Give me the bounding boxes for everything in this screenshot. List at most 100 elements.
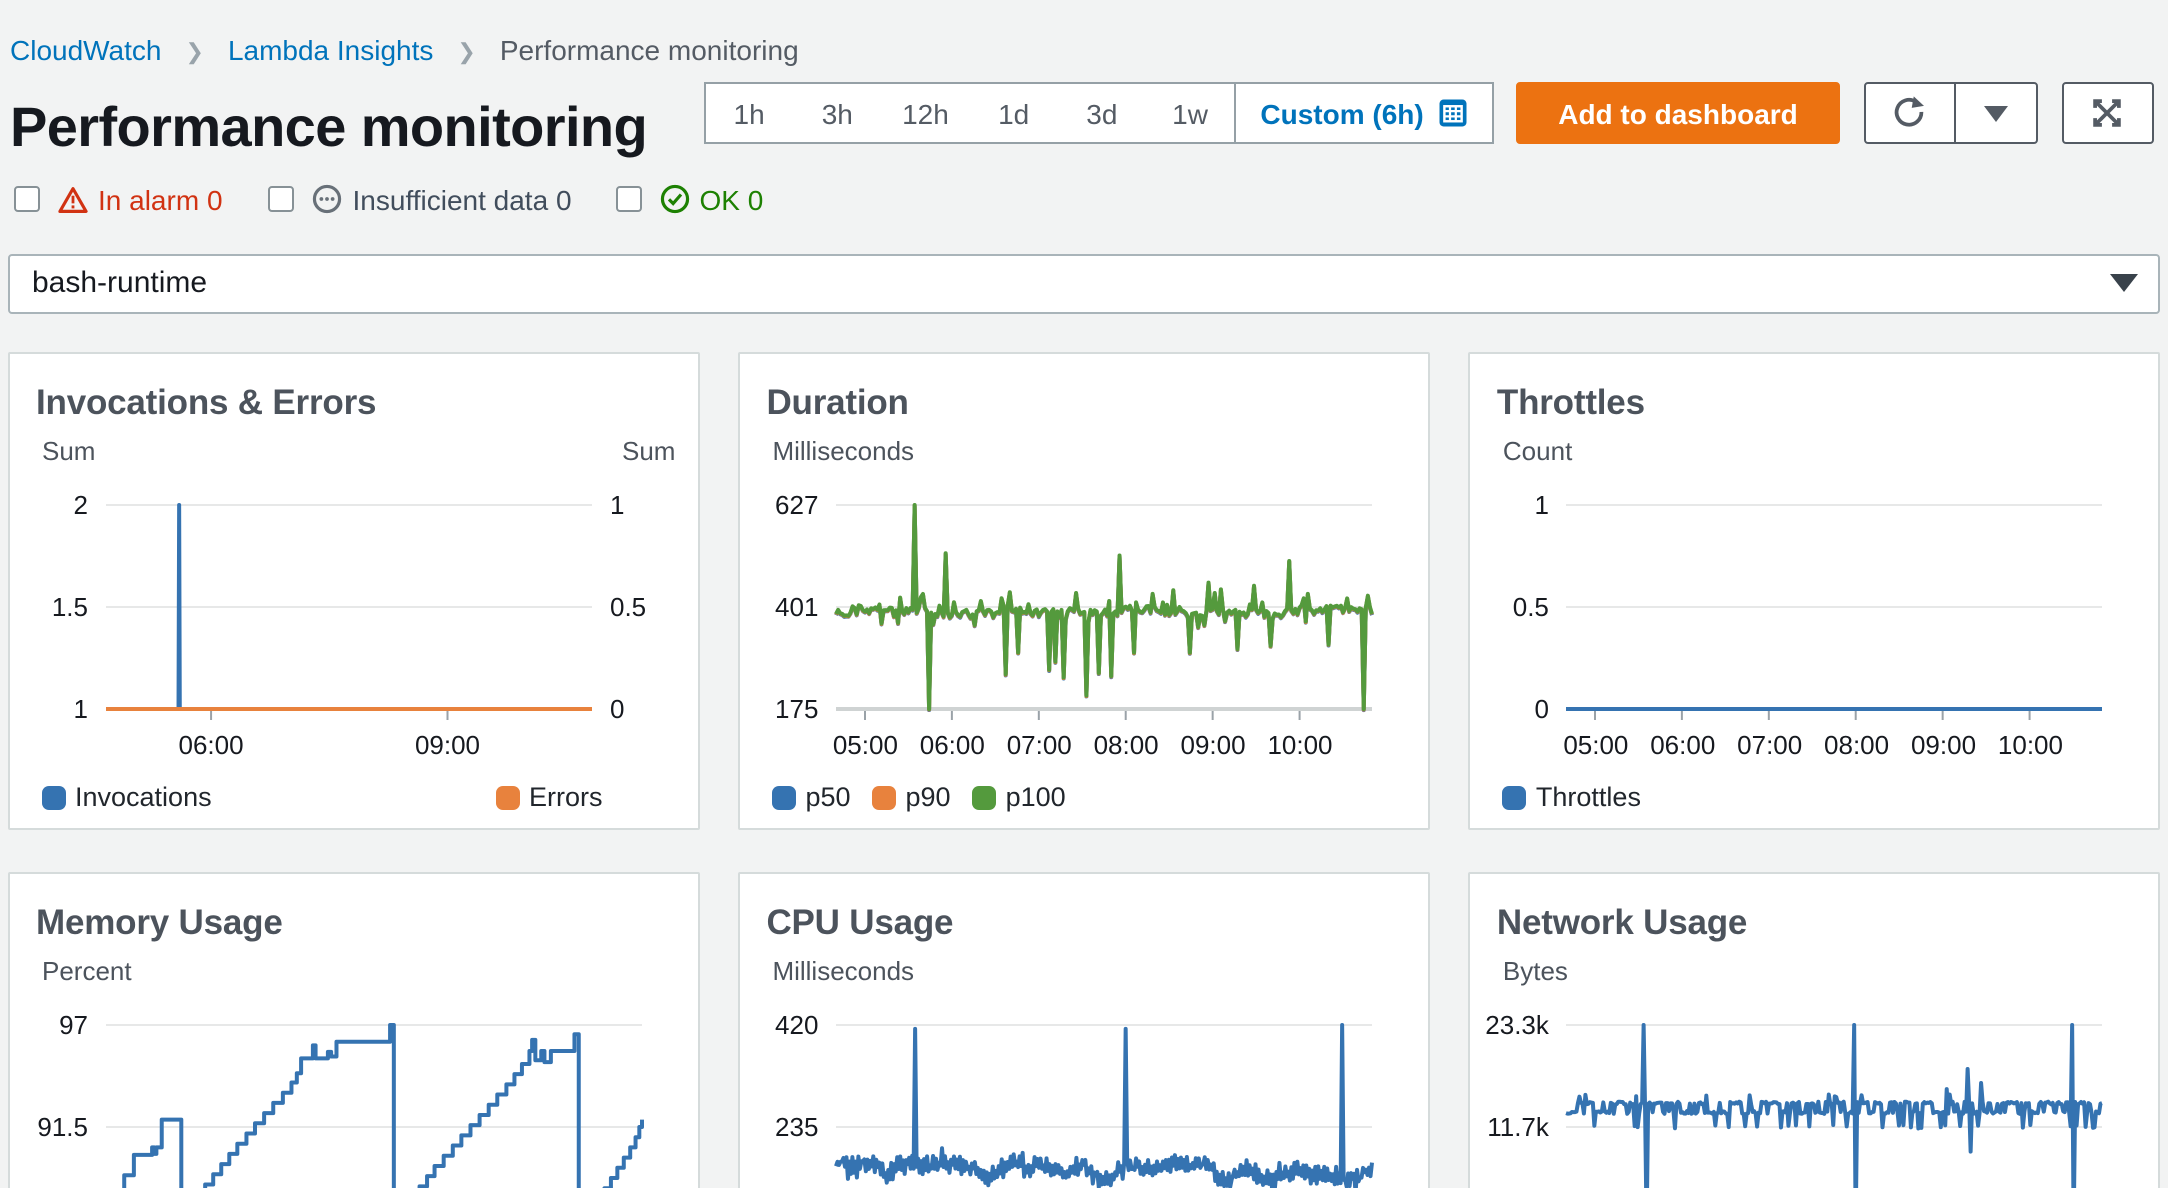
time-range-12h[interactable]: 12h [902,97,949,129]
y-tick-label: 2 [73,490,88,520]
legend-label: p90 [905,782,951,812]
legend-item[interactable]: Errors [496,782,603,812]
chart-plot-duration [834,503,1375,720]
chart-plot-memory-usage [106,1023,644,1188]
chart-plot-network-usage [1566,1023,2104,1188]
breadcrumb-lambda-insights[interactable]: Lambda Insights [227,34,434,66]
legend-label: Errors [529,782,603,812]
chart-title: Network Usage [1496,902,1748,943]
x-tick-label: 05:00 [832,729,898,759]
charts-grid: Invocations & Errors Sum Sum 2 1.5 1 1 0.5 0 06:0… [8,352,2160,1188]
chart-legend: p50 p90 p100 [772,782,1407,820]
alarm-triangle-icon [58,185,88,213]
legend-label: p100 [1005,782,1066,812]
series-cpu-total-time [834,1023,1375,1188]
ok-checkbox[interactable] [615,186,642,212]
legend-label: Invocations [75,782,212,812]
page-title: Performance monitoring [10,96,648,158]
time-range-1w[interactable]: 1w [1172,97,1208,129]
chart-area-memory-usage: 97 91.5 [10,875,697,1188]
breadcrumb-chevron-icon: ❯ [457,40,476,64]
y-tick-label: 401 [775,592,819,622]
y-tick-label: 0.5 [1512,592,1549,622]
ok-filter: OK 0 [642,183,764,215]
y-tick-label: 97 [59,1010,88,1041]
chart-unit-label: Sum [622,436,676,466]
x-tick-label: 07:00 [1737,729,1803,759]
legend-item[interactable]: Invocations [42,782,212,812]
y-tick-label: 1.5 [51,592,88,622]
chart-area-invocations-errors: 2 1.5 1 1 0.5 0 06:00 09:00 Invocations Errors [10,354,697,827]
refresh-button[interactable] [1863,82,1955,144]
y-tick-label: 0.5 [610,592,647,622]
legend-item[interactable]: p90 [872,782,951,812]
y-tick-label: 91.5 [37,1112,88,1143]
fullscreen-button[interactable] [2061,82,2154,144]
breadcrumb: CloudWatch ❯ Lambda Insights ❯ Performan… [10,34,799,66]
time-range-3d[interactable]: 3d [1086,97,1118,129]
time-range-custom[interactable]: Custom (6h) [1234,84,1492,142]
ok-check-icon [660,184,690,214]
legend-swatch [1502,786,1526,810]
time-range-1h[interactable]: 1h [733,97,765,129]
time-range-1d[interactable]: 1d [998,97,1030,129]
x-tick-label: 06:00 [178,729,244,759]
chart-legend: Invocations Errors [42,782,677,820]
time-range-control: 1h 3h 12h 1d 3d 1w Custom (6h) [703,82,1494,144]
refresh-split-button [1863,82,2037,144]
x-tick-label: 09:00 [1180,729,1246,759]
x-tick-label: 10:00 [1267,729,1333,759]
y-tick-label: 175 [775,694,819,724]
time-range-3h[interactable]: 3h [821,97,853,129]
y-tick-label: 1 [1534,490,1549,520]
chart-title: Invocations & Errors [36,382,377,422]
function-selector[interactable]: bash-runtime [8,253,2160,313]
ok-label: OK 0 [699,183,764,215]
insufficient-data-filter: Insufficient data 0 [295,183,572,215]
breadcrumb-cloudwatch[interactable]: CloudWatch [10,34,162,66]
insufficient-data-icon [313,184,343,214]
legend-label: Throttles [1535,782,1641,812]
chart-card-duration: Duration Milliseconds 627 401 175 05:00 06:00 0… [738,352,1430,829]
y-tick-label: 0 [1534,694,1549,724]
add-to-dashboard-button[interactable]: Add to dashboard [1516,82,1840,144]
legend-swatch [772,786,796,810]
in-alarm-filter: In alarm 0 [40,183,223,215]
insufficient-data-checkbox[interactable] [268,186,295,212]
series-memory-utilization [122,1023,644,1188]
y-tick-label: 1 [73,694,88,724]
breadcrumb-chevron-icon: ❯ [185,40,204,64]
chart-title: Duration [766,382,909,422]
function-selector-value: bash-runtime [32,266,208,300]
chart-title: Throttles [1496,382,1645,422]
legend-swatch [496,786,519,810]
chart-area-throttles: 1 0.5 0 05:00 06:00 07:00 08:00 09:00 10:00 Throt… [1471,354,2158,827]
legend-item[interactable]: Throttles [1502,782,1641,812]
chart-unit-label: Milliseconds [772,436,915,466]
chart-unit-label: Count [1502,436,1573,466]
chart-card-network-usage: Network Usage Bytes 23.3k 11.7k [1468,872,2160,1188]
chart-card-invocations-errors: Invocations & Errors Sum Sum 2 1.5 1 1 0.5 0 06:0… [8,352,700,829]
legend-label: p50 [805,782,851,812]
x-tick-label: 09:00 [1910,729,1977,759]
chart-unit-label: Milliseconds [772,956,915,987]
legend-swatch [42,786,65,810]
refresh-options-button[interactable] [1953,82,2037,144]
y-tick-label: 23.3k [1485,1010,1549,1041]
series-network-total [1566,1023,2104,1188]
chart-plot-cpu-usage [834,1023,1375,1188]
refresh-icon [1894,96,1924,127]
legend-item[interactable]: p100 [972,782,1066,812]
y-tick-label: 627 [775,490,819,520]
in-alarm-label: In alarm 0 [98,183,223,215]
x-tick-label: 06:00 [919,729,985,759]
x-tick-label: 07:00 [1006,729,1072,759]
chart-plot-throttles [1566,504,2103,720]
legend-item[interactable]: p50 [772,782,851,812]
chart-area-duration: 627 401 175 05:00 06:00 07:00 08:00 09:00 10:00 p… [740,354,1427,827]
in-alarm-checkbox[interactable] [14,186,40,212]
x-tick-label: 08:00 [1824,729,1890,759]
y-tick-label: 11.7k [1487,1112,1549,1143]
fullscreen-icon [2093,99,2122,127]
chart-area-network-usage: 23.3k 11.7k [1471,875,2158,1188]
